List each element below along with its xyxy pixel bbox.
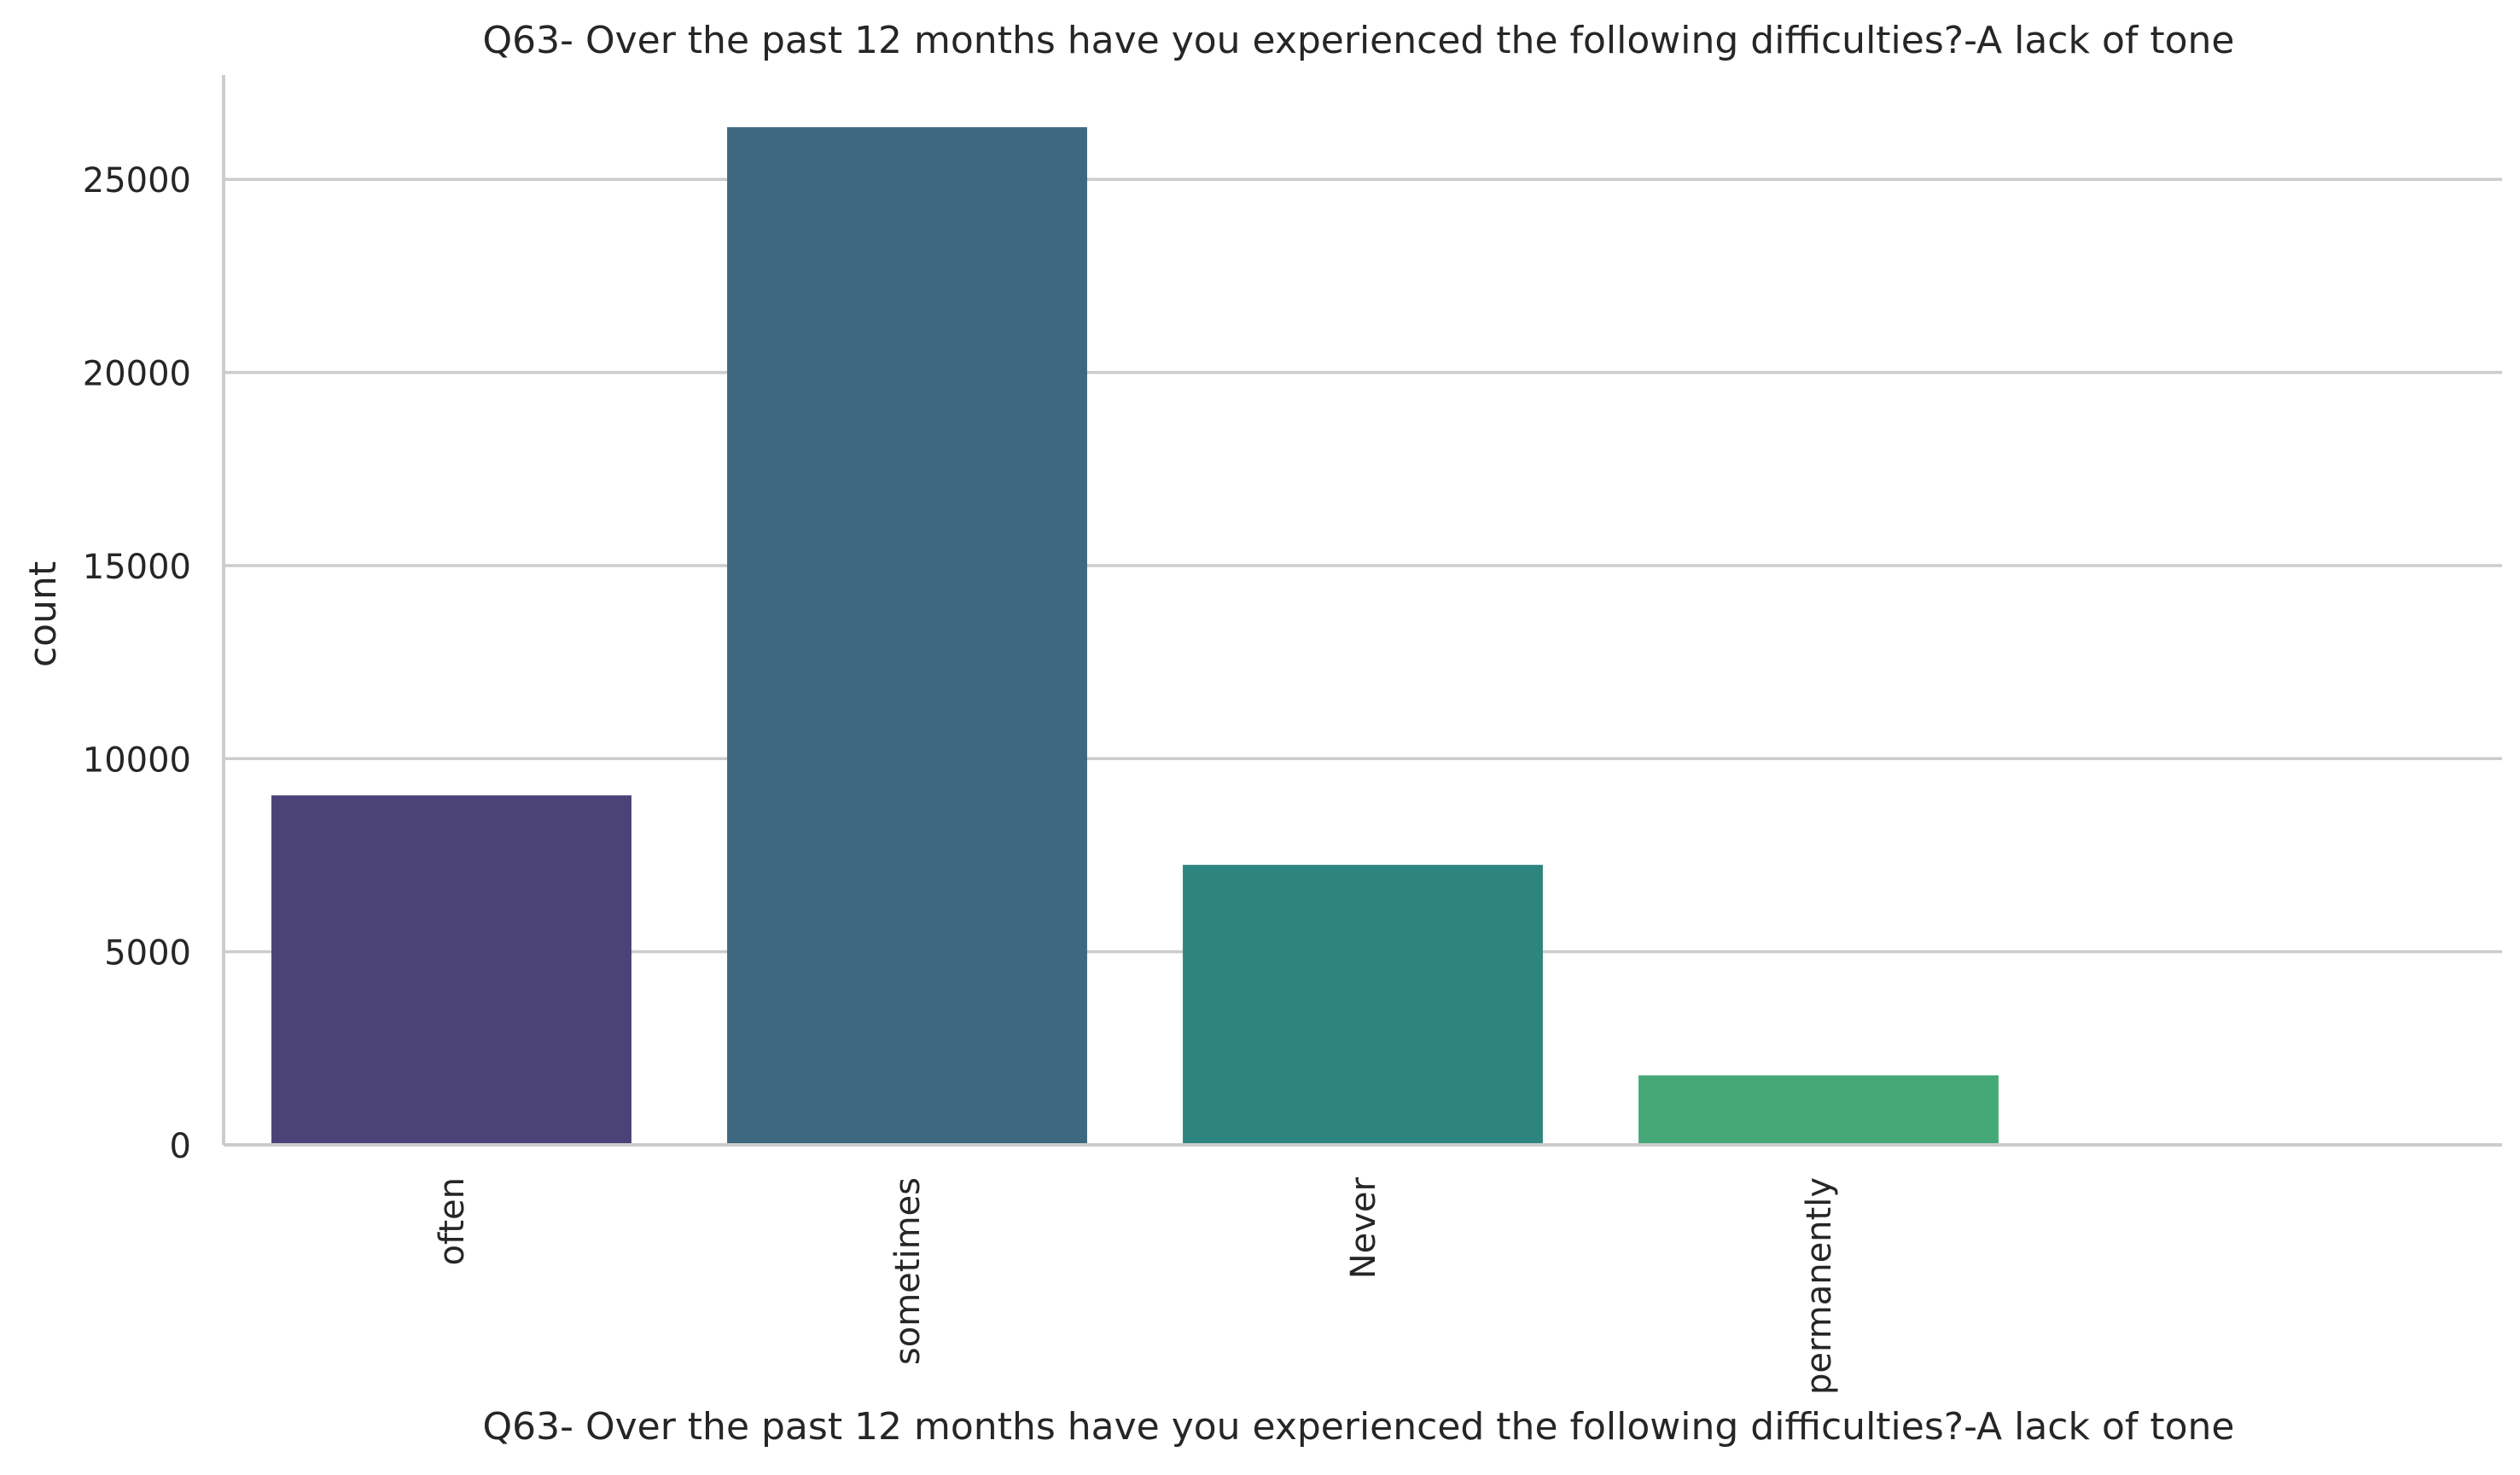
x-tick-label: sometimes (888, 1177, 928, 1365)
gridlines (224, 177, 2502, 954)
bar-permanently (1638, 1075, 1999, 1145)
y-tick-label: 20000 (83, 355, 191, 394)
axes (222, 75, 2502, 1147)
y-tick-label: 0 (170, 1127, 191, 1166)
y-tick-label: 10000 (83, 740, 191, 780)
bar-sometimes (727, 127, 1087, 1146)
x-tick-label: permanently (1800, 1177, 1839, 1395)
y-axis-label: count (21, 561, 65, 667)
chart-title: Q63- Over the past 12 months have you ex… (483, 19, 2235, 62)
y-tick-label: 15000 (83, 548, 191, 587)
bar-often (271, 795, 631, 1145)
bars (271, 127, 1999, 1146)
bar-never (1183, 864, 1543, 1145)
y-tick-labels: 0 5000 10000 15000 20000 25000 (83, 161, 191, 1166)
x-tick-labels: often sometimes Never permanently (433, 1176, 1839, 1395)
y-tick-label: 25000 (83, 161, 191, 200)
x-axis-label: Q63- Over the past 12 months have you ex… (483, 1405, 2235, 1449)
x-tick-label: Never (1344, 1176, 1383, 1279)
y-tick-label: 5000 (104, 934, 191, 973)
x-tick-label: often (433, 1177, 472, 1266)
